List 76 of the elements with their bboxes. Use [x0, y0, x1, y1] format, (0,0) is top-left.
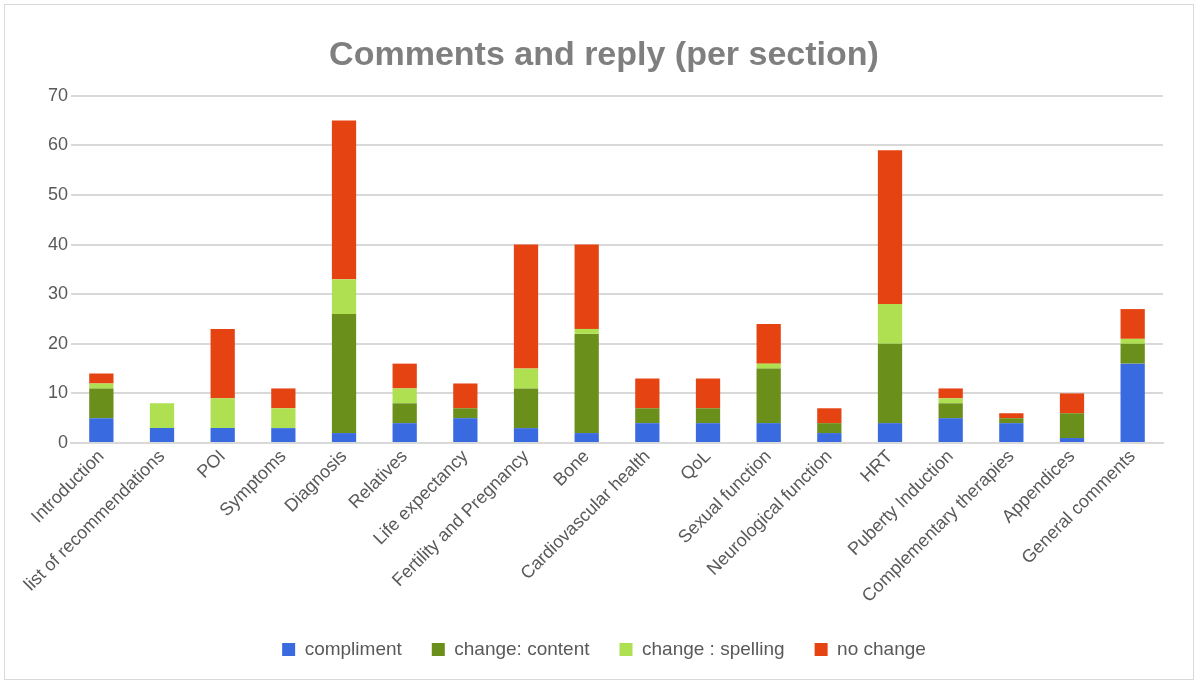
bar — [392, 423, 417, 442]
bar — [817, 408, 842, 424]
bar — [1120, 363, 1145, 442]
bar — [756, 363, 781, 369]
bar — [210, 428, 235, 442]
y-tick-label: 30 — [47, 283, 69, 304]
bar — [513, 244, 539, 369]
bar — [453, 383, 478, 409]
bar — [149, 428, 175, 442]
bar — [756, 323, 781, 364]
bar — [938, 398, 963, 404]
bar — [1120, 338, 1145, 344]
bar — [817, 433, 842, 442]
bar — [635, 378, 660, 409]
bar — [756, 368, 781, 424]
bar — [331, 120, 357, 280]
bar — [574, 244, 599, 329]
bar — [877, 423, 903, 442]
bar — [513, 388, 539, 429]
bar — [513, 368, 539, 389]
chart-title: Comments and reply (per section) — [329, 33, 879, 72]
x-tick-label: QoL — [676, 445, 715, 485]
y-tick-label: 70 — [47, 84, 69, 105]
bar — [453, 408, 478, 419]
bar — [999, 418, 1024, 424]
bar — [453, 418, 478, 442]
bar — [392, 403, 417, 424]
bar — [938, 388, 963, 399]
bar — [756, 423, 781, 442]
bar — [89, 418, 114, 442]
legend-label: no change — [837, 637, 926, 659]
bar — [574, 333, 599, 434]
bar — [210, 328, 235, 399]
bar — [392, 388, 417, 404]
bar — [574, 328, 599, 334]
legend-label: compliment — [304, 637, 403, 659]
bar — [513, 428, 539, 442]
bar — [695, 378, 721, 409]
bar — [695, 423, 721, 442]
y-tick-label: 10 — [47, 382, 69, 403]
legend-label: change : spelling — [642, 637, 785, 659]
bar — [1059, 413, 1085, 439]
bar — [149, 403, 175, 429]
bar — [331, 433, 357, 442]
bar — [877, 150, 903, 305]
y-tick-label: 20 — [47, 332, 69, 353]
bar — [877, 304, 903, 344]
bar — [574, 433, 599, 442]
bar — [999, 423, 1024, 442]
bar — [331, 314, 357, 434]
bar — [877, 343, 903, 424]
bar — [1120, 309, 1145, 339]
bar — [817, 423, 842, 434]
legend-label: change: content — [454, 637, 591, 659]
y-tick-label: 60 — [47, 134, 69, 155]
bar — [89, 383, 114, 389]
bar — [392, 363, 417, 389]
bar — [210, 398, 235, 429]
y-tick-label: 0 — [58, 431, 69, 452]
bar — [1120, 343, 1145, 364]
bar — [89, 388, 114, 419]
y-tick-label: 40 — [47, 233, 69, 254]
bar — [695, 408, 721, 424]
bar — [1059, 438, 1085, 442]
y-tick-label: 50 — [47, 183, 69, 204]
bar — [999, 413, 1024, 419]
bar — [938, 403, 963, 419]
bar — [635, 423, 660, 442]
bar — [1059, 393, 1085, 414]
bar — [331, 279, 357, 315]
bar — [271, 408, 296, 429]
bar — [938, 418, 963, 442]
bar — [271, 388, 296, 409]
bar — [89, 373, 114, 384]
bar — [271, 428, 296, 442]
bar — [635, 408, 660, 424]
